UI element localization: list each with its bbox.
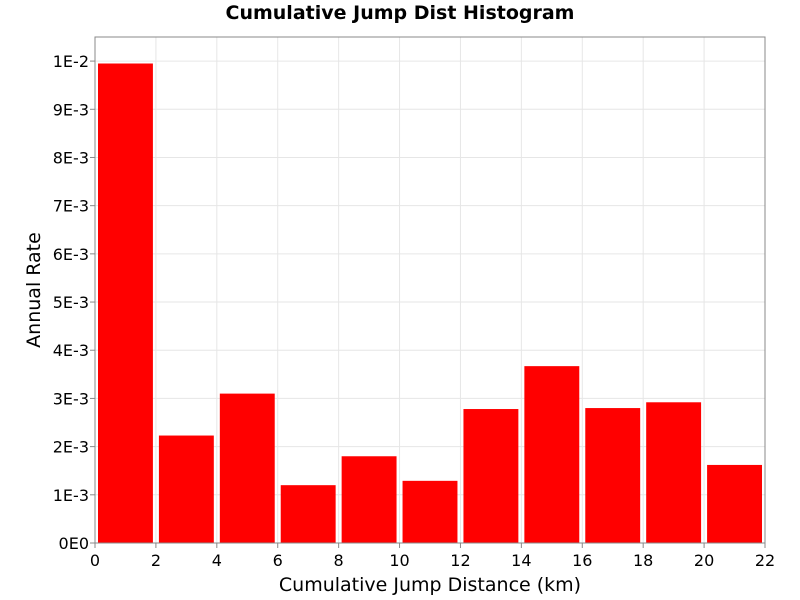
bar-4 (341, 456, 397, 543)
y-axis-ticks: 0E0 1E-3 2E-3 3E-3 4E-3 5E-3 6E-3 7E-3 8E-3 9E-3 1… (53, 52, 95, 553)
x-tick-label-6: 12 (450, 551, 470, 570)
y-tick-label-10: 1E-2 (53, 52, 89, 71)
x-tick-label-7: 14 (511, 551, 531, 570)
y-tick-label-1: 1E-3 (53, 486, 89, 505)
bar-2 (219, 393, 275, 543)
x-tick-label-8: 16 (572, 551, 592, 570)
x-tick-label-11: 22 (755, 551, 775, 570)
plot-frame (94, 36, 766, 544)
bar-10 (707, 464, 762, 543)
bar-0 (98, 63, 153, 543)
bar-1 (158, 435, 214, 543)
bar-7 (524, 366, 580, 543)
x-tick-label-3: 6 (273, 551, 283, 570)
y-tick-label-2: 2E-3 (53, 438, 89, 457)
x-tick-label-1: 2 (151, 551, 161, 570)
y-tick-label-3: 3E-3 (53, 389, 89, 408)
x-axis-label: Cumulative Jump Distance (km) (279, 574, 581, 596)
x-tick-label-5: 10 (389, 551, 409, 570)
y-axis-label: Annual Rate (23, 232, 45, 348)
y-tick-label-9: 9E-3 (53, 100, 89, 119)
x-axis-ticks: 0 2 4 6 8 10 12 14 16 18 20 22 (90, 543, 775, 570)
chart-title: Cumulative Jump Dist Histogram (225, 2, 575, 24)
bar-8 (585, 408, 641, 543)
bar-6 (463, 409, 519, 543)
y-tick-label-0: 0E0 (59, 534, 89, 553)
x-tick-label-2: 4 (212, 551, 222, 570)
bar-3 (280, 485, 336, 543)
y-tick-label-6: 6E-3 (53, 245, 89, 264)
y-tick-label-4: 4E-3 (53, 341, 89, 360)
x-tick-label-4: 8 (334, 551, 344, 570)
bar-9 (646, 402, 702, 543)
x-tick-label-9: 18 (633, 551, 653, 570)
bar-5 (402, 480, 458, 543)
y-tick-label-7: 7E-3 (53, 197, 89, 216)
x-tick-label-0: 0 (90, 551, 100, 570)
y-tick-label-5: 5E-3 (53, 293, 89, 312)
bars (98, 63, 762, 543)
x-tick-label-10: 20 (694, 551, 714, 570)
y-tick-label-8: 8E-3 (53, 148, 89, 167)
